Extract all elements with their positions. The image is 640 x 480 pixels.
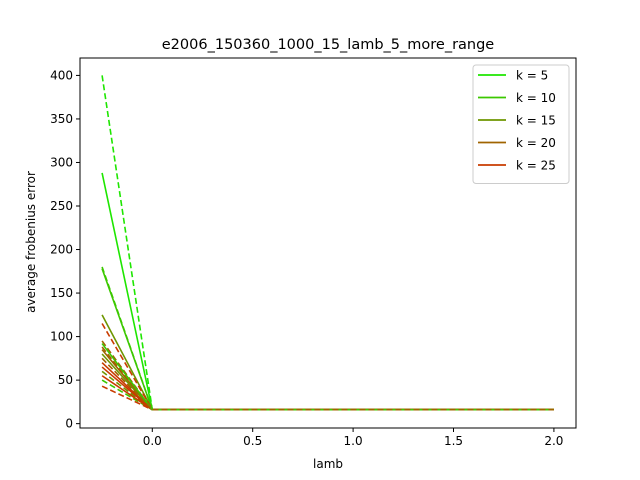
x-tick-label: 1.0 [344,434,363,448]
legend-label: k = 20 [516,136,556,150]
legend-label: k = 15 [516,114,556,128]
series-layer [101,75,554,411]
x-tick-label: 1.5 [444,434,463,448]
y-axis: 0 50 100 150 200 250 300 350 400 [50,68,80,431]
y-tick-label: 100 [50,330,73,344]
x-axis: 0.0 0.5 1.0 1.5 2.0 [143,428,563,448]
y-tick-label: 150 [50,286,73,300]
x-tick-label: 0.0 [143,434,162,448]
series-line-18-dashed [101,357,554,411]
x-axis-label: lamb [313,457,343,471]
x-tick-label: 0.5 [243,434,262,448]
legend-label: k = 10 [516,91,556,105]
y-tick-label: 350 [50,112,73,126]
x-tick-label: 2.0 [544,434,563,448]
plot-frame [79,57,577,429]
chart-title: e2006_150360_1000_15_lamb_5_more_range [162,37,495,53]
y-tick-label: 50 [58,373,73,387]
legend-box [472,64,570,184]
y-tick-label: 250 [50,199,73,213]
legend-label: k = 25 [516,159,556,173]
y-tick-label: 0 [65,417,73,431]
legend: k = 5 k = 10 k = 15 k = 20 k = 25 [472,64,570,184]
legend-label: k = 5 [516,69,548,83]
y-tick-label: 400 [50,68,73,82]
y-tick-label: 200 [50,243,73,257]
y-tick-label: 300 [50,155,73,169]
y-axis-label: average frobenius error [24,171,38,313]
